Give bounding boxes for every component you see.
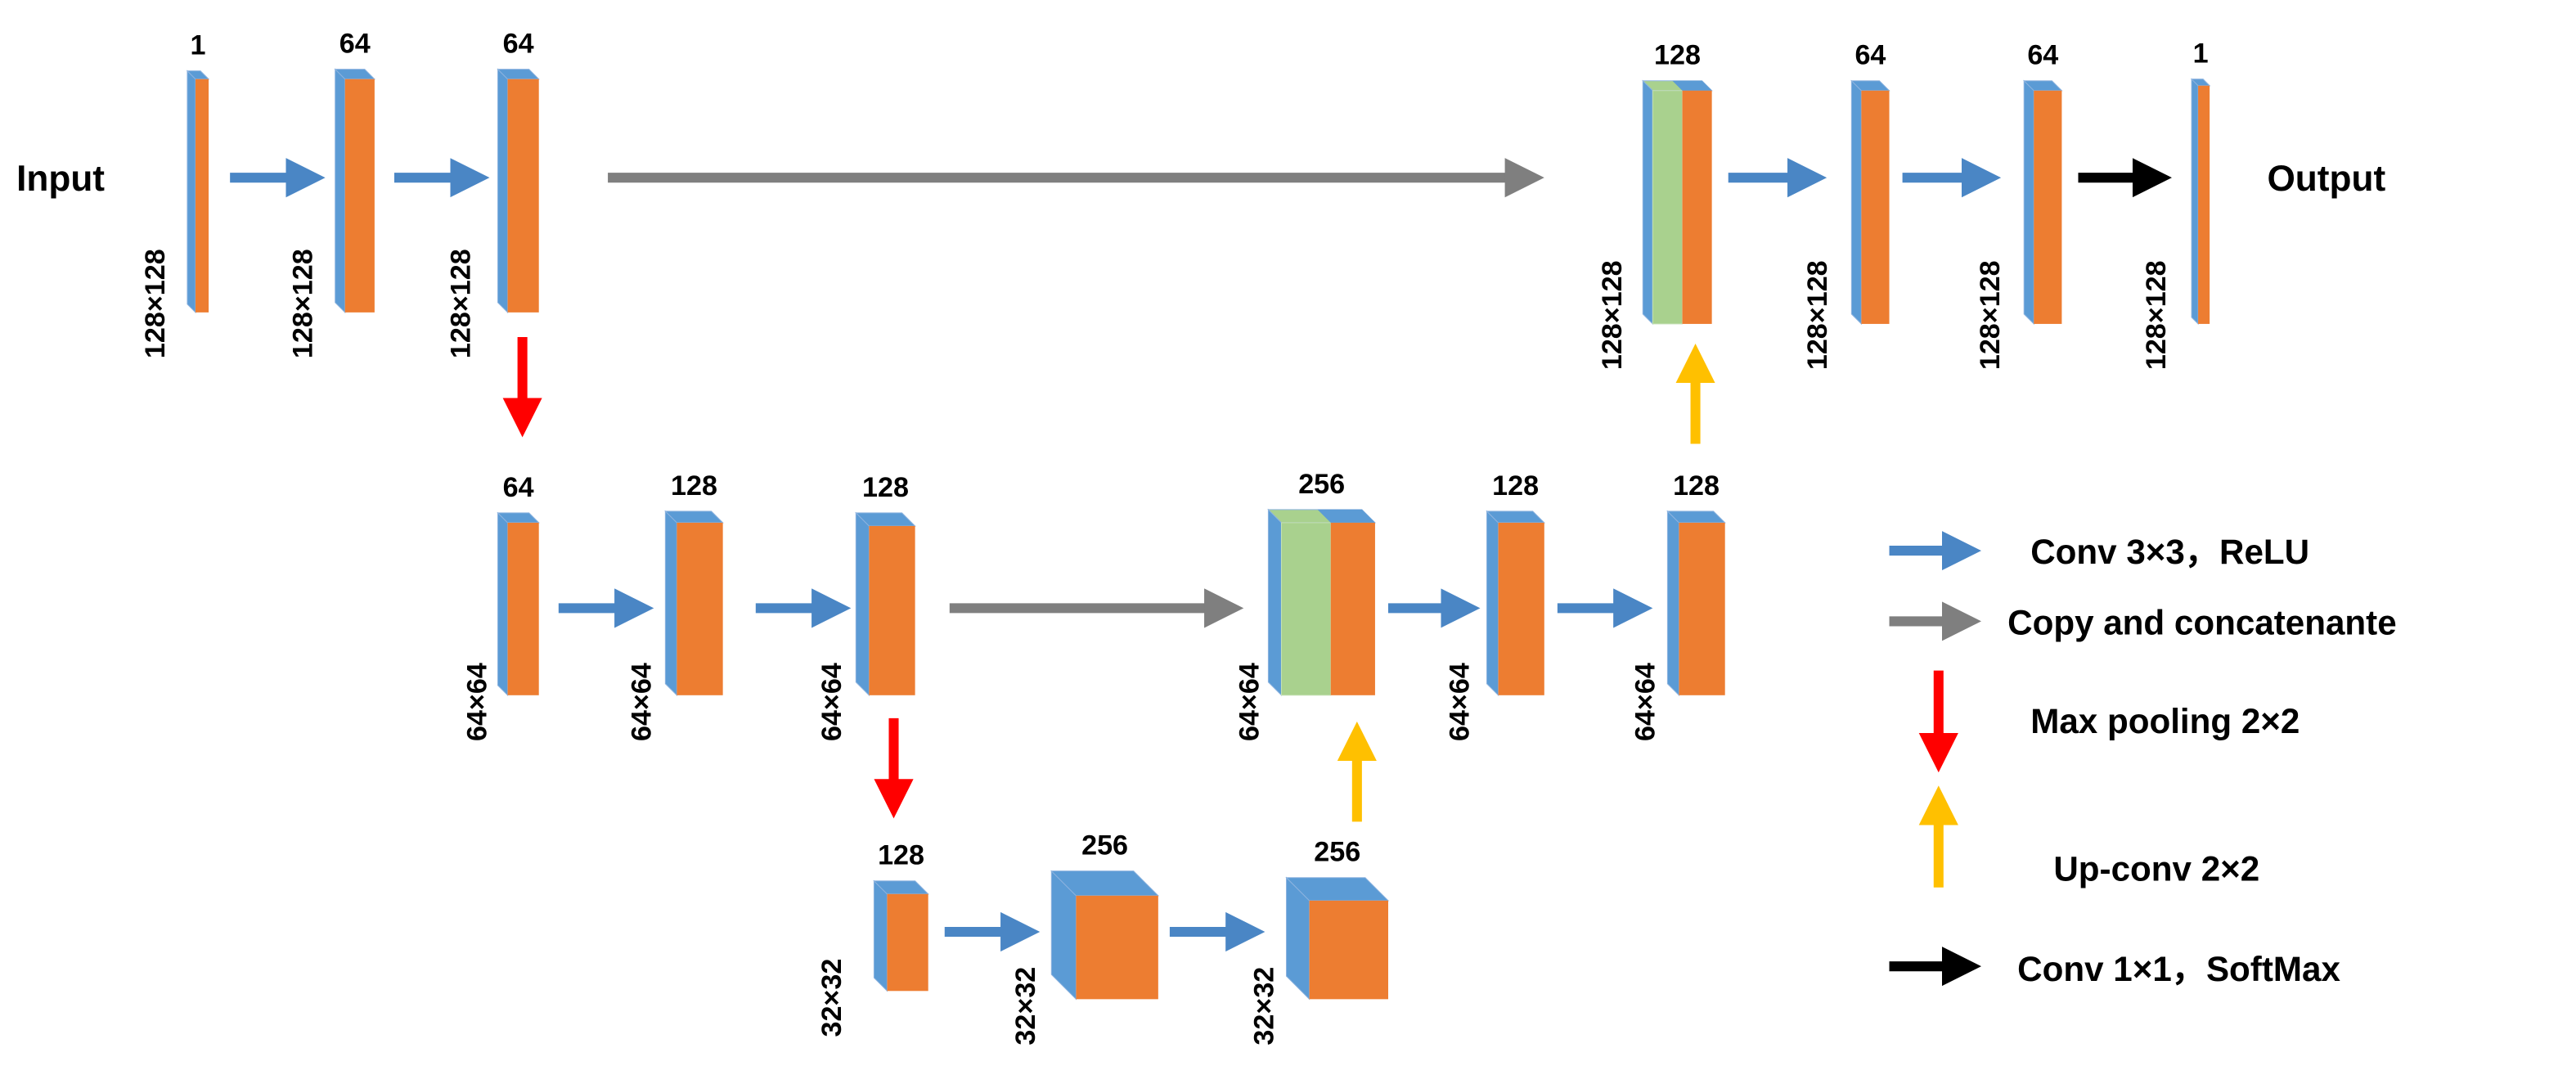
size-label: 32×32 <box>1010 967 1041 1046</box>
block-side <box>855 511 870 697</box>
size-label: 128×128 <box>288 249 319 358</box>
block-side <box>1666 510 1679 697</box>
channel-label: 64 <box>1854 40 1886 71</box>
legend-label: Max pooling 2×2 <box>2030 702 2300 740</box>
channel-label: 128 <box>1492 470 1539 502</box>
block-side <box>2191 78 2199 326</box>
channel-label: 64 <box>503 472 534 503</box>
block-front <box>2198 85 2210 324</box>
block-side <box>1642 79 1653 326</box>
channel-label: 64 <box>339 29 371 60</box>
size-label: 32×32 <box>1248 967 1279 1046</box>
channel-label: 64 <box>503 29 534 60</box>
block-side <box>664 510 677 697</box>
block-front <box>1330 522 1375 695</box>
block-side <box>497 511 509 697</box>
block-side <box>187 70 196 314</box>
channel-label: 128 <box>1673 470 1720 502</box>
legend-label: Up-conv 2×2 <box>2053 850 2259 888</box>
size-label: 128×128 <box>1597 260 1628 370</box>
legend-label: Copy and concatenante <box>2007 603 2397 641</box>
channel-label: 64 <box>2027 40 2058 71</box>
size-label: 64×64 <box>1630 663 1661 741</box>
block-front <box>1076 895 1158 1000</box>
block-side <box>1850 79 1862 326</box>
size-label: 128×128 <box>445 249 476 358</box>
block-front <box>1309 900 1389 1000</box>
input-label: Input <box>16 159 105 199</box>
block-front <box>1679 522 1725 695</box>
channel-label: 128 <box>862 472 909 503</box>
block-front <box>869 525 915 695</box>
block-concat <box>1280 522 1332 696</box>
block-concat <box>1652 90 1683 325</box>
block-front <box>507 79 539 313</box>
size-label: 128×128 <box>140 249 171 358</box>
block-top <box>1672 80 1712 91</box>
block-side <box>2023 79 2034 326</box>
legend-label: Conv 1×1，SoftMax <box>2017 950 2340 988</box>
block-front <box>507 522 539 695</box>
block-front <box>677 522 723 695</box>
size-label: 128×128 <box>1802 260 1833 370</box>
size-label: 32×32 <box>816 959 847 1037</box>
channel-label: 128 <box>671 470 717 502</box>
size-label: 128×128 <box>1975 260 2006 370</box>
channel-label: 1 <box>191 30 206 61</box>
block-front <box>1861 90 1890 324</box>
block-top <box>1317 509 1375 523</box>
block-side <box>873 879 888 992</box>
size-label: 64×64 <box>461 663 492 741</box>
block-front <box>1682 90 1712 324</box>
channel-label: 128 <box>878 840 924 871</box>
channel-label: 256 <box>1081 830 1128 861</box>
output-label: Output <box>2267 159 2385 199</box>
block-front <box>2034 90 2062 324</box>
block-side <box>335 68 346 314</box>
block-side <box>1486 510 1499 697</box>
channel-label: 256 <box>1298 469 1345 500</box>
size-label: 128×128 <box>2141 260 2172 370</box>
block-front <box>344 79 375 313</box>
block-front <box>195 79 209 313</box>
channel-label: 128 <box>1654 40 1701 71</box>
size-label: 64×64 <box>626 663 657 741</box>
block-side <box>497 68 509 314</box>
block-side <box>1267 508 1282 697</box>
channel-label: 256 <box>1314 837 1360 868</box>
size-label: 64×64 <box>816 663 847 741</box>
size-label: 64×64 <box>1444 663 1475 741</box>
legend-label: Conv 3×3，ReLU <box>2030 533 2309 571</box>
block-front <box>887 893 928 992</box>
size-label: 64×64 <box>1234 663 1265 741</box>
block-front <box>1498 522 1544 695</box>
channel-label: 1 <box>2193 38 2209 70</box>
